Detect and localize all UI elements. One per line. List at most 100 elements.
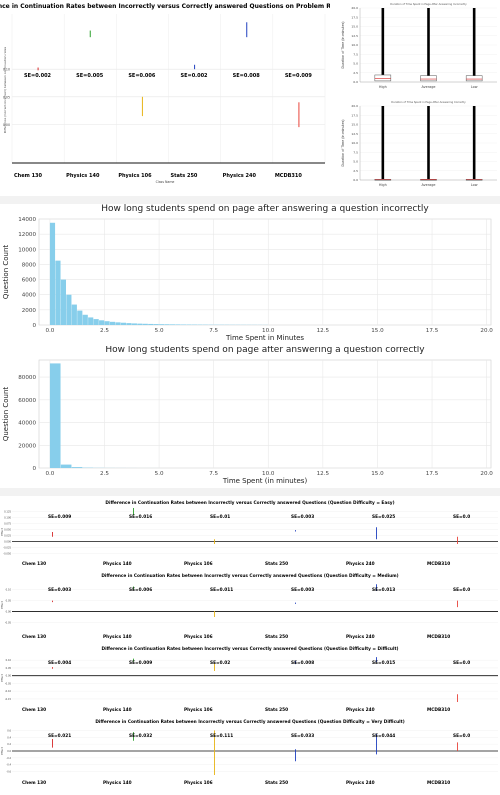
ytick-label: 0.050 — [4, 529, 11, 532]
box — [466, 76, 482, 81]
se-label: SE=0.033 — [291, 733, 314, 739]
category-label: Physics 240 — [223, 173, 257, 179]
histogram-bar — [72, 305, 77, 325]
box-title: Duration of Time Spent in Page After Ans… — [391, 100, 466, 104]
y-axis-label: Effect — [0, 747, 4, 754]
category-label: Physics 106 — [184, 634, 213, 640]
ytick-label: 0.125 — [4, 511, 11, 514]
difficulty-chart: Difference in Continuation Rates between… — [0, 496, 500, 791]
category-label: Physics 106 — [184, 780, 213, 786]
category-label: MCDB310 — [275, 173, 303, 179]
category-label: Physics 106 — [184, 561, 213, 567]
x-axis-label: Class Name — [156, 180, 175, 184]
histogram-bar — [61, 280, 66, 325]
ytick-label: -0.05 — [5, 682, 12, 685]
category-label: Chem 130 — [14, 173, 43, 179]
se-label: SE=0.009 — [129, 660, 152, 666]
y-axis-label: Difference (Correct-Incorrect) between c… — [3, 46, 7, 133]
histogram-bar — [121, 323, 126, 325]
y-axis-label: Duration of Time (in minutes) — [341, 21, 345, 68]
ytick-label: 0.10 — [6, 659, 12, 662]
ytick-label: 12.5 — [351, 34, 358, 38]
box — [421, 76, 437, 81]
ytick-label: 4000 — [22, 293, 37, 299]
ytick-label: 0.00 — [6, 675, 12, 678]
histogram-bar — [55, 261, 60, 325]
box-title: Duration of Time Spent in Page After Ans… — [390, 2, 467, 6]
ytick-label: 0.0 — [353, 80, 358, 84]
ytick-label: 0.00 — [6, 611, 12, 614]
chart-title: How long students spend on page after an… — [101, 204, 429, 214]
ytick-label: 0.025 — [4, 535, 11, 538]
plot-area — [39, 360, 491, 468]
box — [375, 75, 391, 81]
se-label: SE=0.021 — [48, 733, 71, 739]
category-label: Chem 130 — [22, 780, 46, 786]
se-label: SE=0.0 — [453, 733, 470, 739]
ytick-label: 0 — [32, 323, 36, 329]
ytick-label: -0.10 — [5, 690, 12, 693]
chart-title: Difference in Continuation Rates between… — [95, 719, 404, 725]
se-label: SE=0.0 — [453, 587, 470, 593]
se-label: SE=0.002 — [181, 73, 209, 79]
se-label: SE=0.032 — [129, 733, 152, 739]
xtick-label: 15.0 — [371, 328, 384, 334]
ytick-label: 0.05 — [6, 600, 12, 603]
x-axis-label: Time Spent in Minutes — [225, 334, 304, 342]
ytick-label: 5.0 — [353, 160, 358, 164]
ytick-label: 6000 — [22, 278, 37, 284]
se-label: SE=0.008 — [233, 73, 261, 79]
ytick-label: 0.4 — [7, 736, 11, 739]
se-label: SE=0.015 — [372, 660, 395, 666]
category-label: Low — [471, 183, 478, 187]
se-label: SE=0.111 — [210, 733, 233, 739]
se-label: SE=0.002 — [24, 73, 52, 79]
category-label: High — [379, 85, 387, 89]
ytick-label: 0.05 — [6, 667, 12, 670]
xtick-label: 12.5 — [317, 471, 330, 477]
category-label: Physics 240 — [346, 780, 375, 786]
y-axis-label: Effect — [0, 528, 4, 535]
ytick-label: 10000 — [18, 247, 36, 253]
ytick-label: 2.5 — [353, 71, 358, 75]
histogram-bar — [72, 467, 83, 468]
se-label: SE=0.009 — [48, 514, 71, 520]
ytick-label: 0 — [32, 466, 36, 472]
histogram-bar — [77, 311, 82, 325]
ytick-label: -0.15 — [5, 698, 12, 701]
separator — [0, 488, 500, 496]
se-label: SE=0.02 — [210, 660, 230, 666]
ytick-label: 17.5 — [351, 15, 358, 19]
category-label: High — [379, 183, 387, 187]
xtick-label: 7.5 — [209, 471, 218, 477]
xtick-label: 2.5 — [100, 328, 109, 334]
separator — [0, 196, 500, 204]
category-label: Stats 250 — [265, 561, 288, 567]
xtick-label: 15.0 — [371, 471, 384, 477]
se-label: SE=0.01 — [210, 514, 230, 520]
histogram-bar — [110, 322, 115, 325]
hist-incorrect-chart: How long students spend on page after an… — [0, 204, 500, 346]
histogram-bar — [105, 321, 110, 325]
hist-correct-panel: How long students spend on page after an… — [0, 346, 500, 486]
ytick-label: -0.4 — [6, 764, 11, 767]
xtick-label: 17.5 — [426, 471, 439, 477]
category-label: MCDB310 — [427, 780, 450, 786]
roulette-chart-panel: Difference in Continuation Rates between… — [0, 0, 330, 190]
ytick-label: 2.5 — [353, 169, 358, 173]
ytick-label: -0.025 — [3, 547, 11, 550]
histogram-bar — [61, 465, 72, 468]
ytick-label: -0.050 — [3, 553, 11, 556]
ytick-label: 8000 — [22, 262, 37, 268]
se-label: SE=0.025 — [372, 514, 395, 520]
ytick-label: 0.10 — [6, 589, 12, 592]
category-label: Physics 140 — [103, 707, 132, 713]
se-label: SE=0.016 — [129, 514, 152, 520]
category-label: Physics 106 — [118, 173, 152, 179]
se-label: SE=0.003 — [291, 514, 314, 520]
ytick-label: 14000 — [18, 217, 36, 223]
xtick-label: 0.0 — [45, 328, 54, 334]
ytick-label: 10.0 — [351, 141, 358, 145]
histogram-bar — [143, 324, 148, 325]
histogram-bar — [83, 315, 88, 325]
